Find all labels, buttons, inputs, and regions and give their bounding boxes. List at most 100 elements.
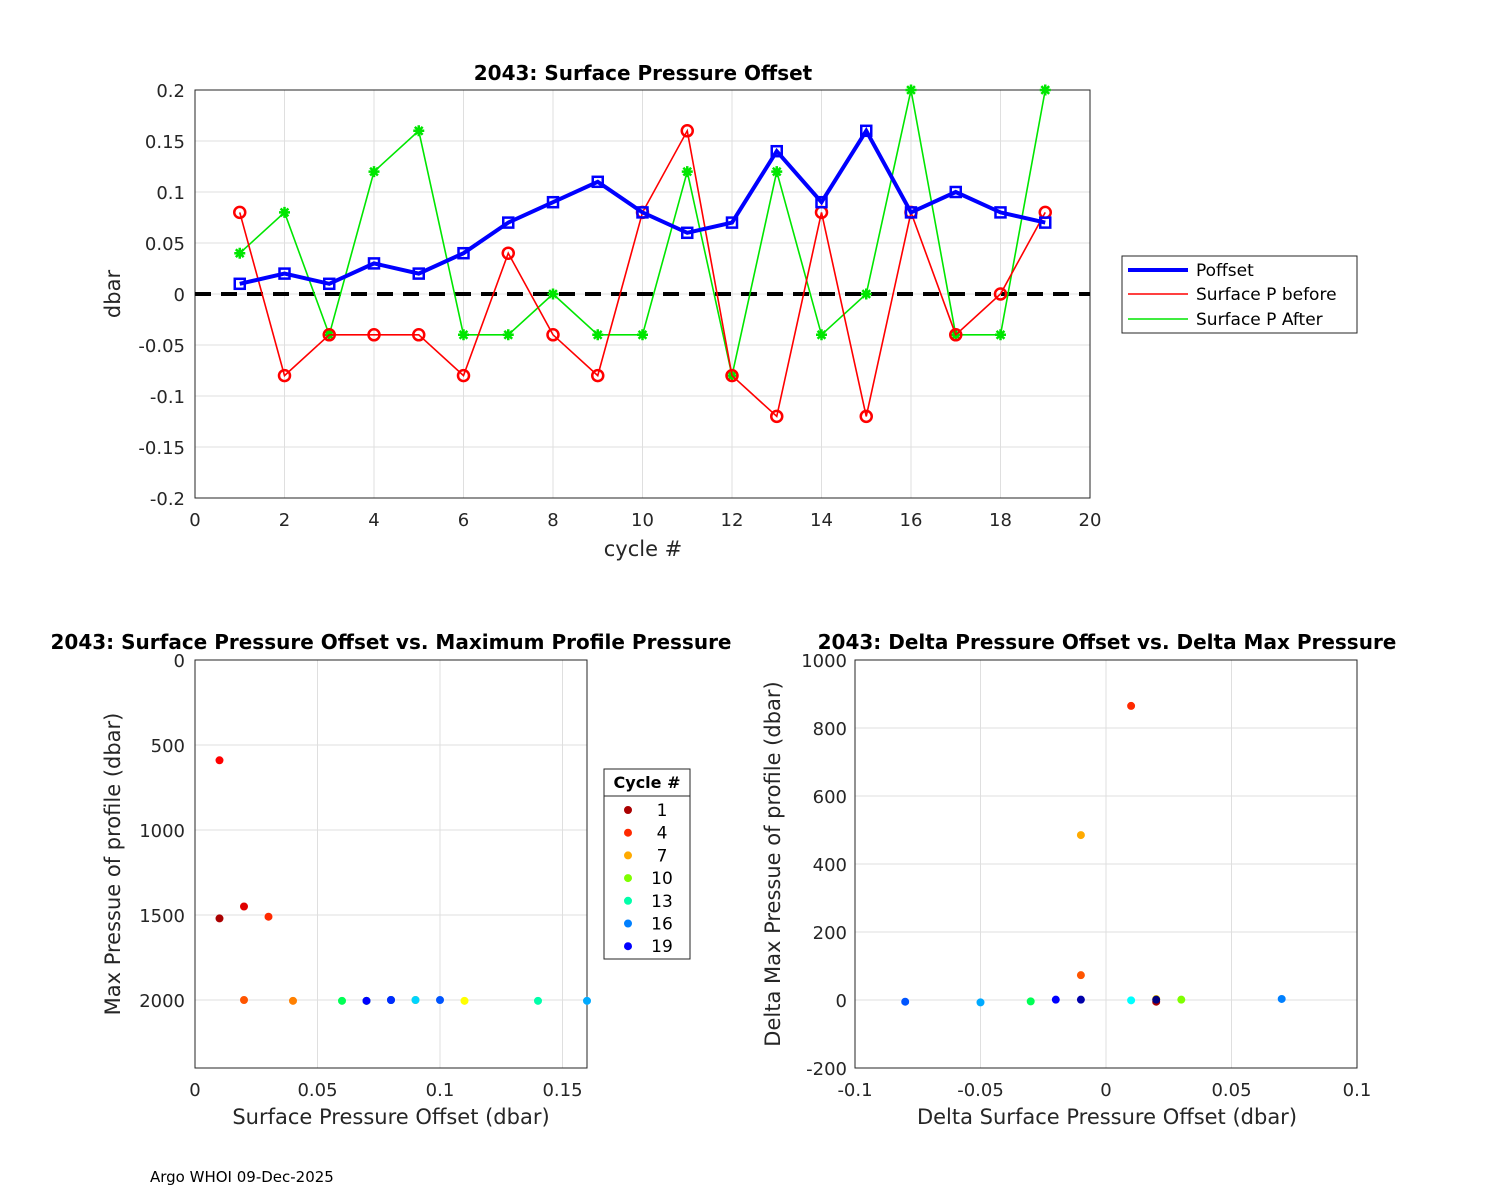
c1-x-tick-label: 4	[368, 510, 379, 531]
c2-legend-title: Cycle #	[614, 773, 681, 792]
c1-x-tick-labels: 0 2 4 6 8 10 12 14 16 18 20	[189, 510, 1101, 531]
c1-x-tick-label: 8	[547, 510, 558, 531]
c2-legend-marker-7	[624, 851, 632, 860]
point-surface-p-before	[859, 409, 873, 424]
c2-x-tick-label: 0.05	[297, 1080, 337, 1101]
c2-y-label: Max Pressue of profile (dbar)	[101, 713, 125, 1016]
point-poffset	[457, 246, 470, 260]
c2-x-label: Surface Pressure Offset (dbar)	[232, 1105, 549, 1129]
c3-points-group	[901, 701, 1286, 1007]
c3-x-tick-label: 0.1	[1343, 1080, 1372, 1101]
c3-point-1	[1127, 701, 1136, 710]
c2-legend-marker-4	[624, 828, 632, 837]
point-surface-p-before	[993, 287, 1008, 301]
point-surface-p-after	[681, 166, 693, 178]
point-surface-p-before	[322, 328, 336, 342]
c1-y-tick-label: 0	[174, 285, 185, 306]
c3-y-tick-label: 600	[813, 787, 847, 808]
c2-legend-box	[603, 768, 691, 960]
c3-x-tick-label: -0.1	[837, 1080, 872, 1101]
point-surface-p-after	[995, 329, 1006, 341]
c1-y-tick-label: -0.1	[150, 387, 185, 408]
c3-y-tick-label: 800	[813, 719, 847, 740]
c3-point-6	[1177, 995, 1186, 1004]
c3-point-13	[1152, 995, 1161, 1004]
c2-point-cycle-18	[387, 996, 395, 1004]
point-poffset	[994, 206, 1007, 219]
surface-pressure-offset-chart: 0 2 4 6 8 10 12 14 16 18 20 0.2 0.15 0.1 0.05 0 -0.05 -0…	[101, 61, 1358, 561]
c2-x-tick-label: 0.15	[542, 1080, 582, 1101]
offset-vs-max-pressure-chart: 0 0.05 0.1 0.15 0 500 1000 1500 2000 2043: Surf…	[51, 630, 732, 1129]
c3-x-tick-label: 0.05	[1211, 1080, 1251, 1101]
point-poffset	[860, 124, 873, 138]
point-surface-p-after	[458, 329, 469, 341]
c2-point-cycle-15	[583, 996, 591, 1005]
c2-x-tick-labels: 0 0.05 0.1 0.15	[189, 1080, 582, 1101]
point-surface-p-before	[501, 246, 515, 260]
c1-x-tick-label: 0	[189, 510, 200, 531]
point-surface-p-after	[1039, 84, 1051, 96]
c2-point-cycle-9	[460, 996, 469, 1005]
point-poffset	[502, 216, 515, 229]
delta-offset-vs-delta-max-pressure-chart: -0.1 -0.05 0 0.05 0.1 -20002004006008001000 …	[761, 630, 1396, 1129]
point-poffset	[323, 277, 336, 291]
point-surface-p-before	[770, 409, 784, 424]
point-poffset	[367, 257, 381, 270]
c1-x-tick-label: 16	[900, 510, 923, 531]
c2-legend-marker-1	[624, 806, 632, 814]
point-surface-p-before	[949, 328, 963, 342]
c1-y-tick-label: 0.05	[145, 234, 185, 255]
point-surface-p-before	[591, 368, 605, 383]
c3-x-tick-labels: -0.1 -0.05 0 0.05 0.1	[837, 1080, 1371, 1101]
c3-point-10	[901, 997, 910, 1006]
point-surface-p-after	[637, 329, 648, 341]
c1-y-tick-label: 0.2	[156, 81, 185, 102]
c3-point-9	[976, 998, 985, 1007]
c2-y-tick-label: 1000	[139, 821, 185, 842]
c2-legend-label-1: 1	[657, 801, 668, 821]
c2-y-tick-label: 500	[151, 736, 185, 757]
c1-x-tick-label: 10	[631, 510, 654, 531]
c1-legend: Poffset Surface P before Surface P After	[1121, 255, 1358, 334]
c3-point-12	[1076, 995, 1085, 1004]
c3-point-11	[1051, 995, 1060, 1004]
point-surface-p-after	[816, 329, 827, 341]
c3-x-tick-label: 0	[1100, 1080, 1111, 1101]
point-surface-p-after	[234, 247, 246, 259]
c1-title: 2043: Surface Pressure Offset	[474, 61, 813, 85]
c2-title: 2043: Surface Pressure Offset vs. Maximu…	[51, 630, 732, 654]
c3-y-label: Delta Max Pressue of profile (dbar)	[761, 681, 785, 1046]
c2-point-cycle-3	[215, 756, 224, 765]
legend-surface-p-after-label: Surface P After	[1196, 310, 1323, 330]
c3-y-tick-label: 1000	[801, 651, 847, 672]
c1-x-tick-label: 12	[721, 510, 744, 531]
c3-point-14	[1277, 994, 1286, 1003]
c3-y-tick-label: 200	[813, 923, 847, 944]
c2-point-cycle-14	[411, 996, 420, 1004]
c1-x-tick-label: 20	[1079, 510, 1102, 531]
c3-title: 2043: Delta Pressure Offset vs. Delta Ma…	[818, 630, 1397, 654]
c2-point-cycle-1	[215, 914, 224, 923]
c1-x-tick-label: 14	[810, 510, 833, 531]
point-poffset	[681, 226, 694, 240]
c2-point-cycle-13	[534, 996, 542, 1005]
legend-surface-p-before-label: Surface P before	[1196, 285, 1337, 305]
c3-y-tick-label: 400	[813, 855, 847, 876]
c3-point-2	[1076, 831, 1085, 840]
c1-y-label: dbar	[101, 270, 125, 319]
point-surface-p-before	[412, 328, 426, 342]
point-surface-p-after	[413, 125, 425, 137]
c1-series-group	[233, 84, 1052, 424]
c1-y-tick-labels: 0.2 0.15 0.1 0.05 0 -0.05 -0.1 -0.15 -0.2	[138, 81, 185, 510]
c2-point-cycle-4	[264, 912, 273, 921]
c2-legend-marker-10	[624, 874, 632, 883]
c3-axes-box	[854, 659, 1358, 1069]
point-surface-p-after	[905, 84, 917, 96]
point-poffset	[904, 206, 918, 219]
c2-legend-label-19: 19	[651, 937, 673, 957]
c2-points-group	[215, 756, 591, 1005]
c2-y-tick-labels: 0 500 1000 1500 2000	[139, 651, 185, 1012]
